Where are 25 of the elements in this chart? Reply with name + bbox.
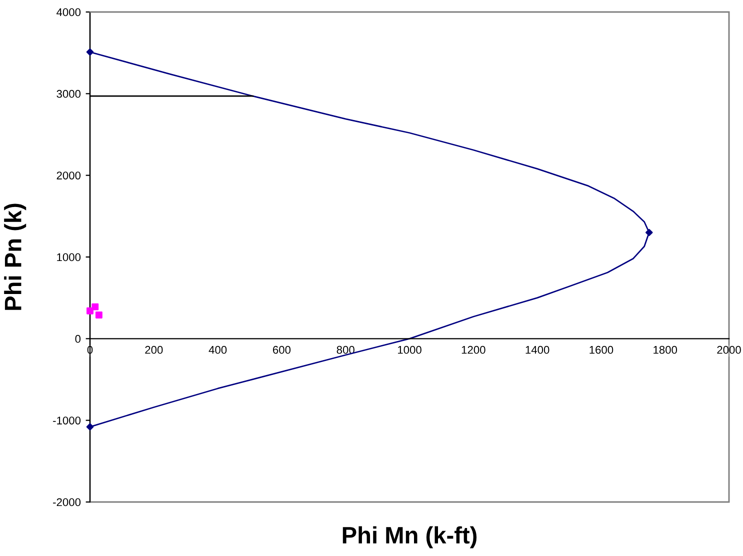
point [645, 228, 653, 236]
y-tick-label: -2000 [53, 498, 81, 506]
x-tick-label: 400 [208, 346, 227, 354]
x-tick-label: 1600 [590, 346, 614, 354]
x-tick-label: 1200 [462, 346, 486, 354]
point [86, 423, 94, 431]
x-tick-label: 1000 [398, 346, 422, 354]
y-tick-label: 4000 [56, 8, 81, 16]
x-axis-title: Phi Mn (k-ft) [342, 526, 477, 548]
x-tick-label: 1800 [654, 346, 678, 354]
x-tick-label: 1400 [526, 346, 550, 354]
x-tick-label: 200 [145, 346, 163, 354]
x-tick-label: 600 [272, 346, 291, 354]
x-tick-label: 2000 [717, 346, 741, 354]
point [86, 307, 94, 314]
y-tick-label: 3000 [56, 90, 81, 98]
x-tick-label: 800 [336, 346, 354, 354]
y-tick-label: 0 [75, 334, 81, 343]
y-tick-label: 2000 [56, 172, 81, 180]
point [86, 48, 94, 56]
y-tick-label: 1000 [57, 253, 81, 262]
y-axis-title: Phi Pn (k) [4, 204, 26, 310]
point [95, 312, 102, 318]
y-tick-label: -1000 [53, 416, 81, 424]
point [92, 303, 99, 310]
